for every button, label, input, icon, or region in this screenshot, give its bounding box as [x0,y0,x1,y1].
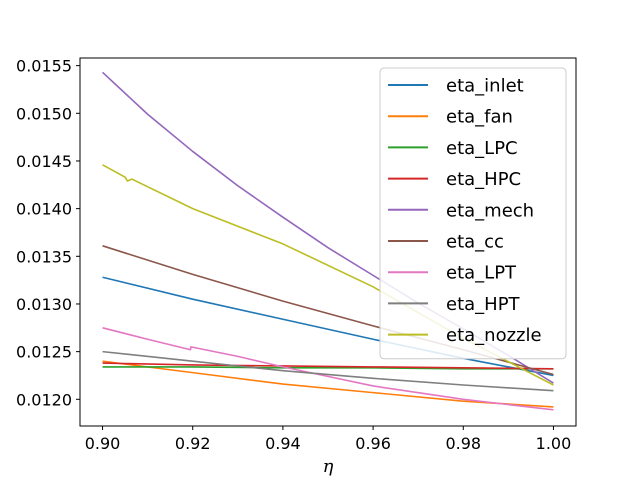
legend-label-eta_LPC: eta_LPC [446,138,518,159]
series-line-eta_HPT [102,350,554,392]
x-axis-label: η [323,456,334,477]
ticks-layer: 0.90 0.92 0.94 0.96 0.98 1.00 0.0120 0.0125 0.01… [16,57,571,453]
x-tick-label: 0.94 [265,434,301,453]
y-tick-label: 0.0135 [16,247,72,266]
y-tick-label: 0.0145 [16,152,72,171]
series-line-eta_HPC [102,362,554,370]
series-line-eta_inlet [102,276,554,377]
legend-label-eta_HPC: eta_HPC [446,169,521,190]
y-tick-label: 0.0125 [16,343,72,362]
legend-label-eta_HPT: eta_HPT [446,294,521,315]
series-layer [102,71,554,411]
x-tick-label: 0.96 [355,434,391,453]
y-tick-label: 0.0120 [16,390,72,409]
series-line-eta_LPT [102,327,554,411]
legend-label-eta_fan: eta_fan [446,107,513,128]
legend-box [379,67,567,360]
plot-frame [79,57,577,427]
y-tick-label: 0.0130 [16,295,72,314]
x-tick-label: 0.92 [175,434,211,453]
legend: eta_inlet eta_fan eta_LPC eta_HPC eta_mechet… [379,67,567,360]
y-tick-label: 0.0155 [16,57,72,76]
x-tick-label: 1.00 [536,434,572,453]
legend-label-eta_inlet: eta_inlet [446,76,524,97]
legend-label-eta_mech: eta_mech [446,200,534,221]
legend-label-eta_cc: eta_cc [446,232,504,253]
y-tick-label: 0.0150 [16,104,72,123]
series-line-eta_fan [102,360,554,408]
legend-label-eta_LPT: eta_LPT [446,263,517,284]
legend-label-eta_nozzle: eta_nozzle [446,325,542,346]
x-tick-label: 0.90 [85,434,121,453]
x-tick-label: 0.98 [445,434,481,453]
y-tick-label: 0.0140 [16,200,72,219]
